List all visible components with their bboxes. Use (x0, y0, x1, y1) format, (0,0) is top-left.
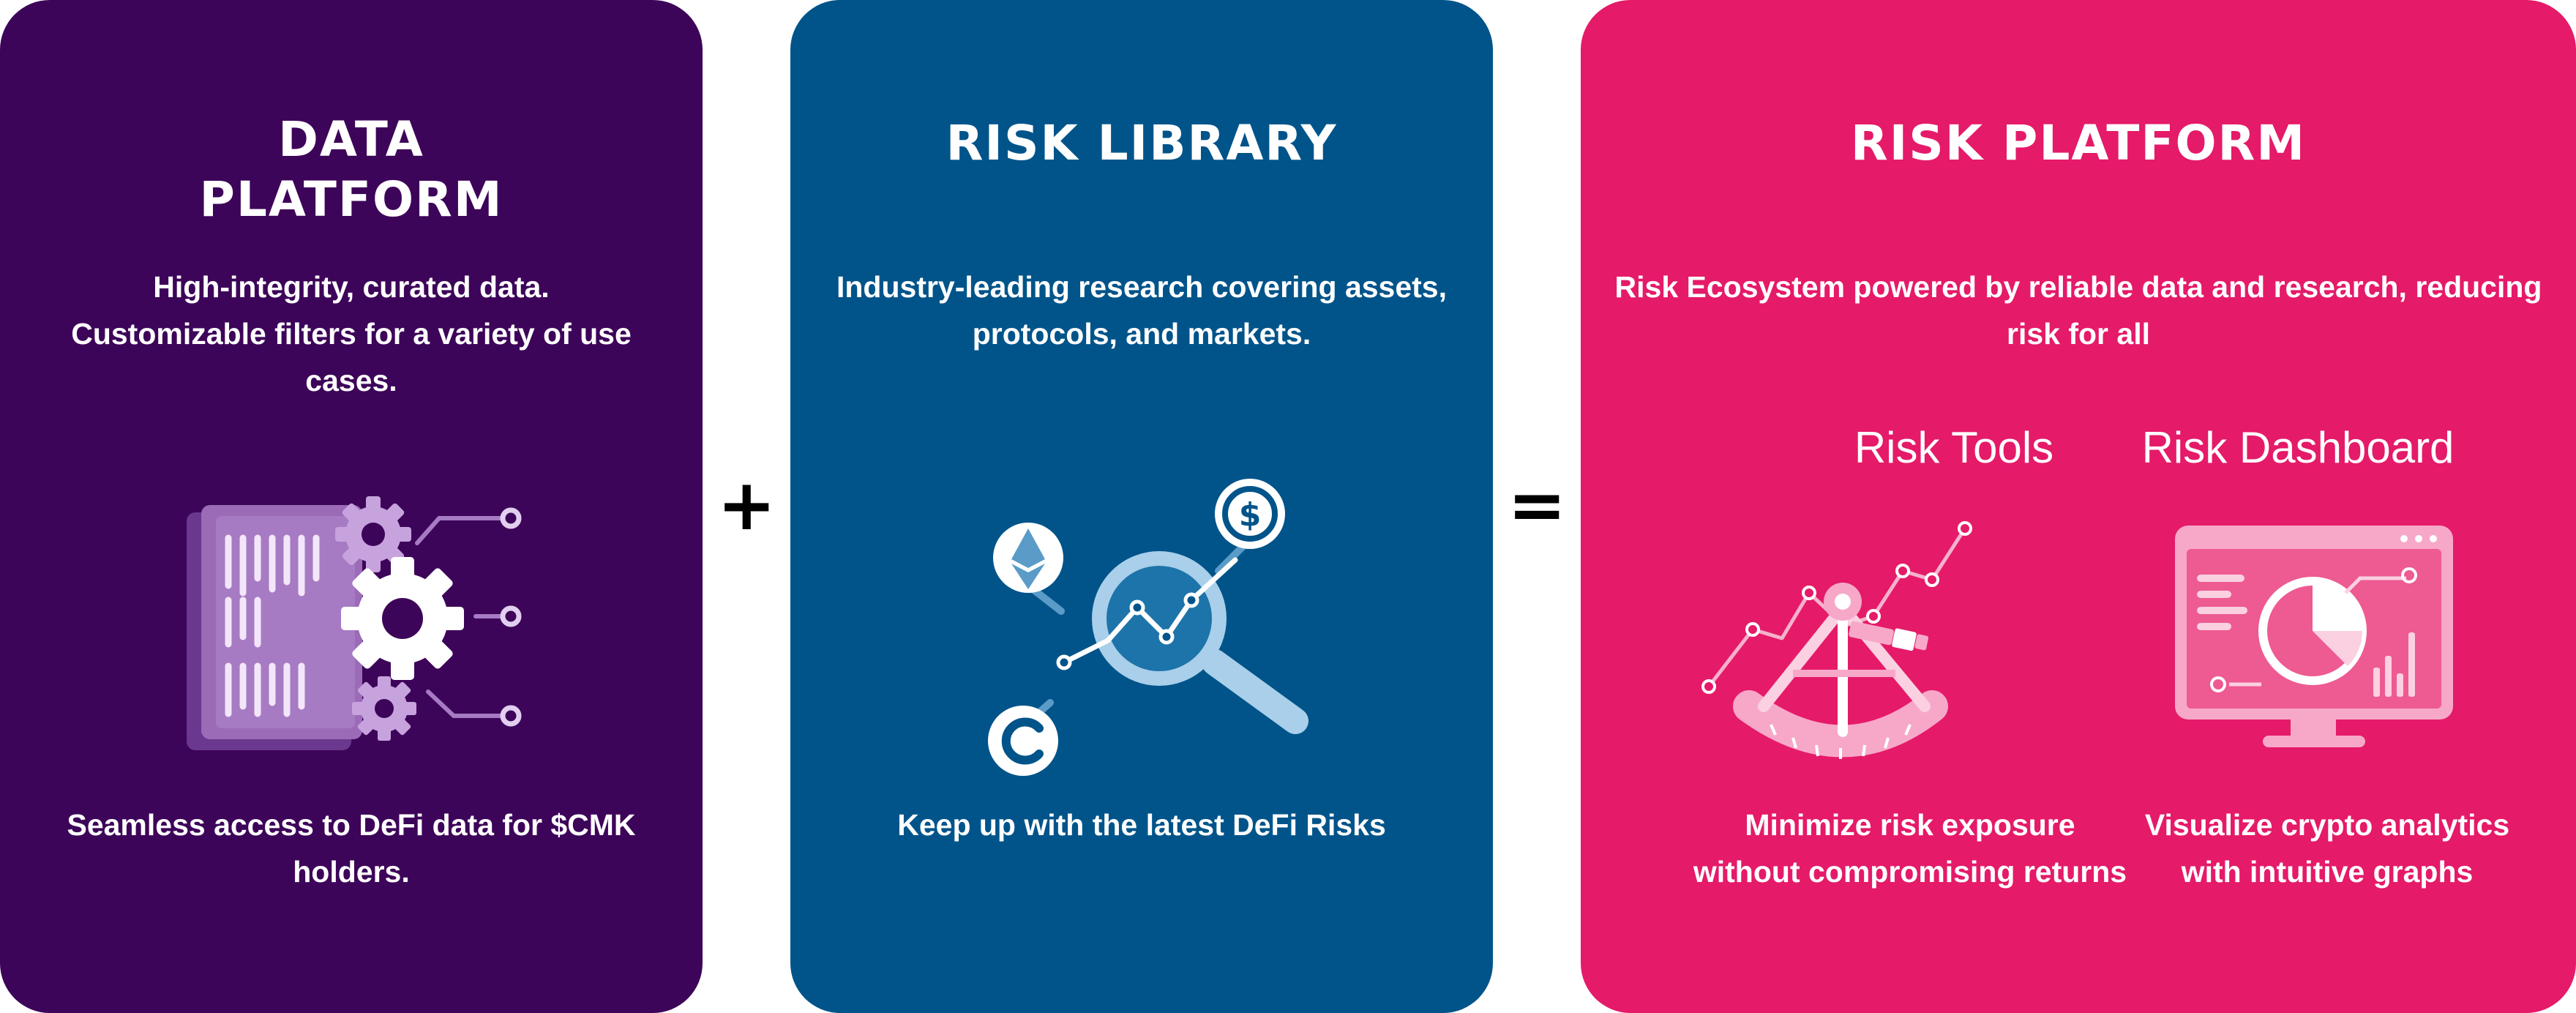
risk-platform-title: RISK PLATFORM (1850, 115, 2307, 171)
risk-library-desc-line2: protocols, and markets. (972, 317, 1311, 351)
risk-library-title: RISK LIBRARY (946, 115, 1338, 171)
data-platform-title: DATA PLATFORM (0, 110, 703, 230)
ethereum-coin-icon (993, 523, 1063, 593)
data-platform-footer: Seamless access to DeFi data for $CMK ho… (0, 801, 703, 895)
monitor-pie-chart-icon (2175, 526, 2453, 747)
data-platform-description: High-integrity, curated data. Customizab… (0, 263, 703, 404)
plus-operator: + (717, 464, 776, 546)
data-platform-card: DATA PLATFORM High-integrity, curated da… (0, 0, 703, 1013)
data-platform-footer-line2: holders. (293, 855, 410, 889)
risk-platform-desc-line1: Risk Ecosystem powered by reliable data … (1614, 270, 2542, 304)
risk-library-footer: Keep up with the latest DeFi Risks (897, 808, 1386, 842)
risk-tools-caption-line1: Minimize risk exposure (1745, 808, 2075, 842)
risk-platform-description: Risk Ecosystem powered by reliable data … (1581, 263, 2576, 357)
data-platform-desc-line2: Customizable filters for a variety of us… (71, 317, 632, 351)
risk-library-desc-line1: Industry-leading research covering asset… (836, 270, 1447, 304)
risk-dashboard-title: Risk Dashboard (2141, 423, 2455, 472)
sextant-chart-icon (1701, 521, 1972, 759)
risk-platform-desc-line2: risk for all (2007, 317, 2150, 351)
risk-tools-caption: Minimize risk exposure without compromis… (1625, 801, 2195, 895)
risk-tools-caption-line2: without compromising returns (1693, 855, 2127, 889)
risk-tools-title: Risk Tools (1854, 423, 2054, 472)
equals-operator: = (1508, 464, 1567, 546)
data-platform-title-line2: PLATFORM (199, 171, 503, 228)
coin-logo-icon (988, 706, 1058, 776)
usd-coin-icon: $ (1215, 479, 1285, 549)
data-platform-desc-line3: cases. (305, 364, 397, 397)
data-platform-title-line1: DATA (278, 111, 424, 168)
risk-dashboard-caption: Visualize crypto analytics with intuitiv… (2122, 801, 2532, 895)
risk-dashboard-caption-line2: with intuitive graphs (2181, 855, 2474, 889)
risk-library-card: RISK LIBRARY Industry-leading research c… (790, 0, 1493, 1013)
risk-library-description: Industry-leading research covering asset… (790, 263, 1493, 357)
magnifier-crypto-icon: $ (988, 479, 1308, 776)
risk-dashboard-caption-line1: Visualize crypto analytics (2144, 808, 2510, 842)
risk-platform-card: RISK PLATFORM Risk Ecosystem powered by … (1581, 0, 2576, 1013)
data-platform-footer-line1: Seamless access to DeFi data for $CMK (67, 808, 636, 842)
data-platform-desc-line1: High-integrity, curated data. (153, 270, 550, 304)
data-server-gears-icon (187, 496, 522, 750)
svg-text:$: $ (1239, 496, 1262, 534)
